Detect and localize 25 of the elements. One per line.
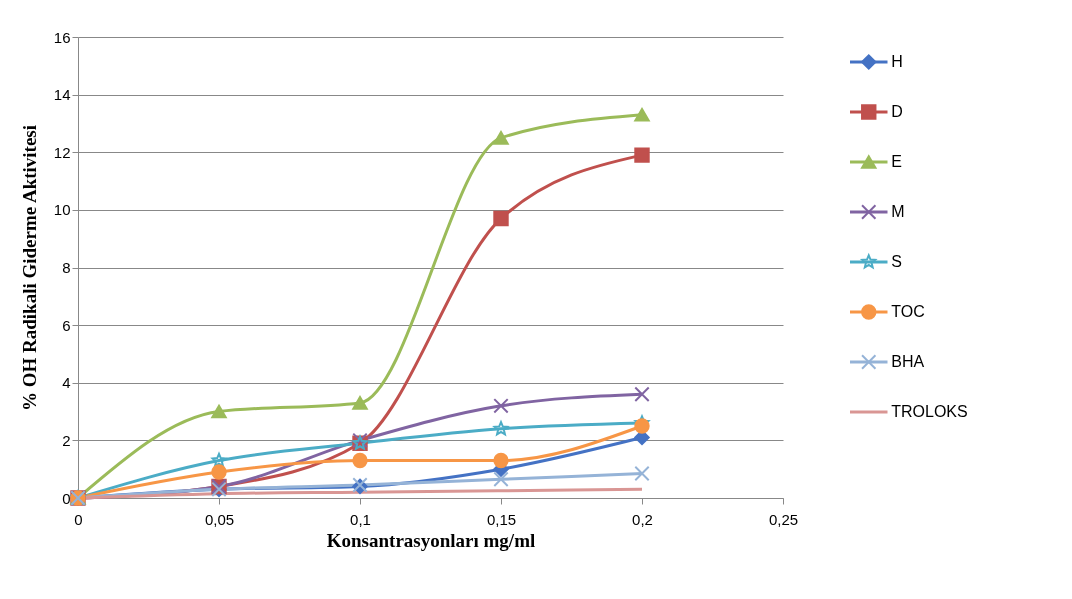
y-tick-label: 8 [62, 259, 71, 276]
y-axis-title: % OH Radikali Giderme Aktivitesi [18, 124, 40, 412]
legend-label: BHA [891, 353, 925, 370]
y-tick-label: 6 [62, 316, 71, 334]
legend-label: H [891, 53, 903, 70]
legend-label: TROLOKS [891, 403, 968, 420]
legend-label: S [891, 253, 902, 270]
x-tick-label: 0 [74, 510, 83, 528]
y-tick-label: 12 [53, 143, 71, 161]
legend-label: E [891, 153, 902, 170]
y-tick-label: 14 [53, 86, 71, 104]
x-axis-title: Konsantrasyonları mg/ml [326, 529, 536, 551]
y-tick-label: 16 [53, 28, 71, 46]
legend-label: D [891, 103, 903, 120]
y-tick-label: 10 [53, 201, 71, 219]
y-tick-label: 2 [62, 431, 71, 449]
x-tick-label: 0,1 [350, 510, 371, 528]
x-tick-label: 0,25 [768, 510, 799, 528]
y-tick-label: 0 [62, 489, 71, 507]
x-tick-label: 0,05 [204, 510, 235, 528]
x-tick-label: 0,2 [632, 510, 653, 528]
legend-label: M [891, 203, 905, 220]
x-tick-label: 0,15 [486, 510, 517, 528]
y-tick-label: 4 [62, 374, 71, 392]
legend-label: TOC [891, 303, 925, 320]
